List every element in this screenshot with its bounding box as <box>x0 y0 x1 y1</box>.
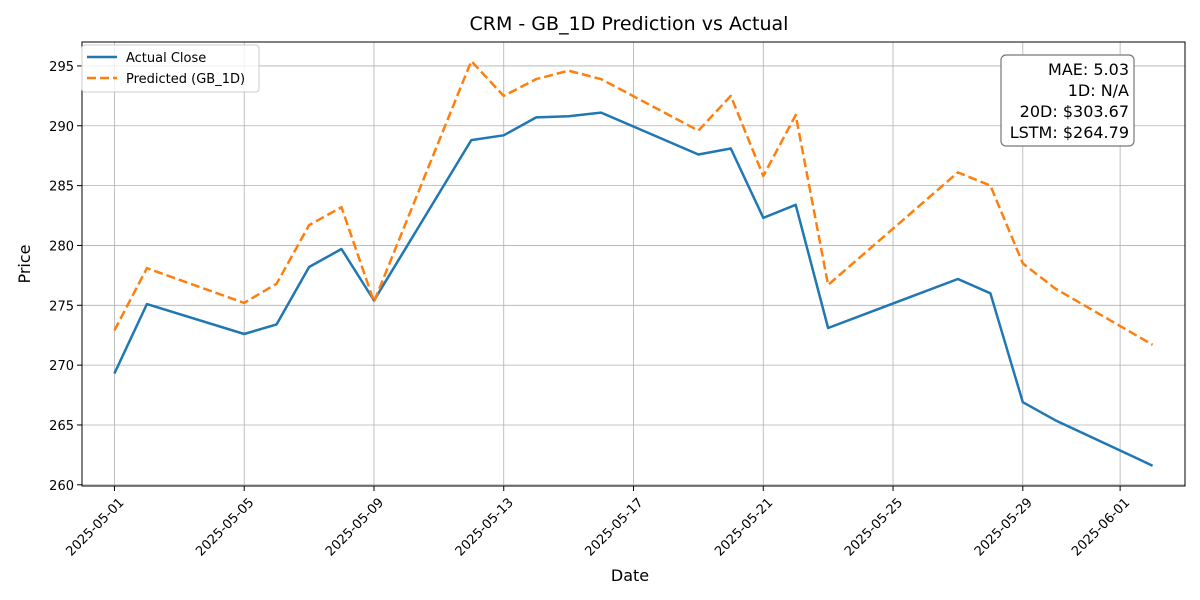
series-layer <box>113 59 1154 467</box>
y-axis-title: Price <box>15 244 34 283</box>
y-tick-label: 290 <box>49 120 74 135</box>
stats-1d: 1D: N/A <box>1068 81 1129 100</box>
legend-label-actual: Actual Close <box>126 51 206 66</box>
chart-title: CRM - GB_1D Prediction vs Actual <box>470 13 789 35</box>
y-tick-label: 260 <box>49 479 74 494</box>
y-tick-label: 295 <box>49 60 74 75</box>
stats-box: MAE: 5.03 1D: N/A 20D: $303.67 LSTM: $26… <box>1000 54 1135 147</box>
stats-20d: 20D: $303.67 <box>1020 102 1129 121</box>
legend-box <box>81 44 260 93</box>
x-axis-title: Date <box>611 566 649 585</box>
y-tick-label: 280 <box>49 239 74 254</box>
y-tick-label: 265 <box>49 419 74 434</box>
legend: Actual Close Predicted (GB_1D) <box>81 44 260 93</box>
y-tick-label: 270 <box>49 359 74 374</box>
y-tick-label: 275 <box>49 299 74 314</box>
stats-mae: MAE: 5.03 <box>1048 60 1129 79</box>
stats-box-frame <box>1000 54 1135 147</box>
y-tick-label: 285 <box>49 180 74 195</box>
legend-label-predicted: Predicted (GB_1D) <box>126 72 245 87</box>
grid <box>82 42 1185 486</box>
series-line-actual-close <box>113 111 1154 467</box>
series-line-predicted <box>113 59 1154 346</box>
stats-lstm: LSTM: $264.79 <box>1010 123 1129 142</box>
